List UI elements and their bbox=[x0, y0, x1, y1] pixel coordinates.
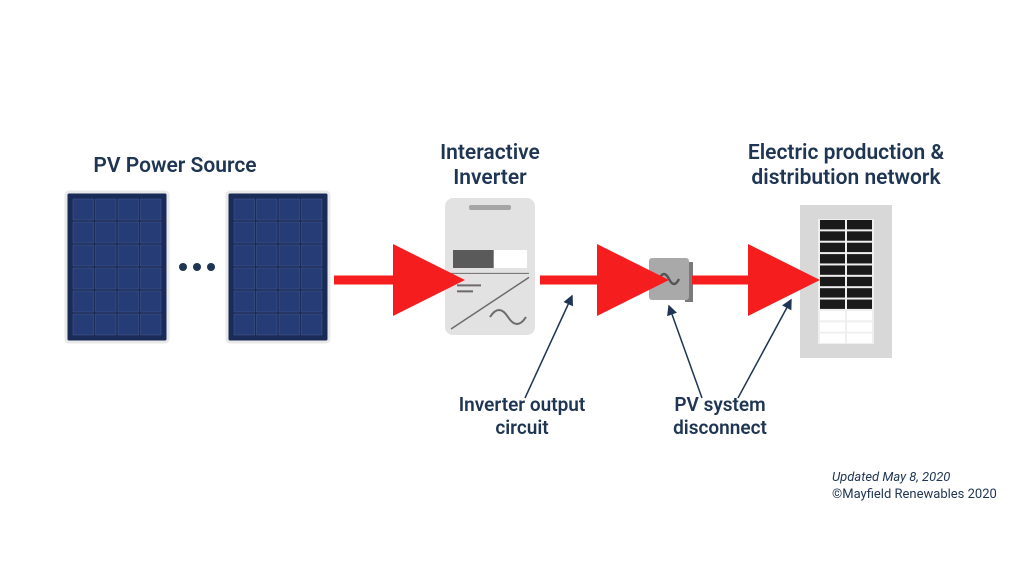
footer: Updated May 8, 2020 ©Mayfield Renewables… bbox=[832, 470, 997, 504]
footer-copyright: ©Mayfield Renewables 2020 bbox=[832, 487, 997, 502]
ellipsis-icon bbox=[179, 263, 215, 271]
annotation-lines bbox=[525, 296, 791, 398]
footer-updated: Updated May 8, 2020 bbox=[832, 470, 950, 485]
solar-panel-1-icon bbox=[66, 192, 168, 342]
disconnect-icon bbox=[649, 258, 693, 302]
pv-source-label: PV Power Source bbox=[65, 154, 285, 179]
grid-panel-icon bbox=[800, 205, 892, 358]
inv-output-label: Inverter outputcircuit bbox=[432, 394, 612, 440]
inverter-icon bbox=[445, 198, 535, 335]
solar-panel-2-icon bbox=[227, 192, 329, 342]
inverter-label: InteractiveInverter bbox=[405, 141, 575, 191]
pv-disconnect-label: PV systemdisconnect bbox=[640, 394, 800, 440]
grid-label: Electric production &distribution networ… bbox=[726, 141, 966, 191]
